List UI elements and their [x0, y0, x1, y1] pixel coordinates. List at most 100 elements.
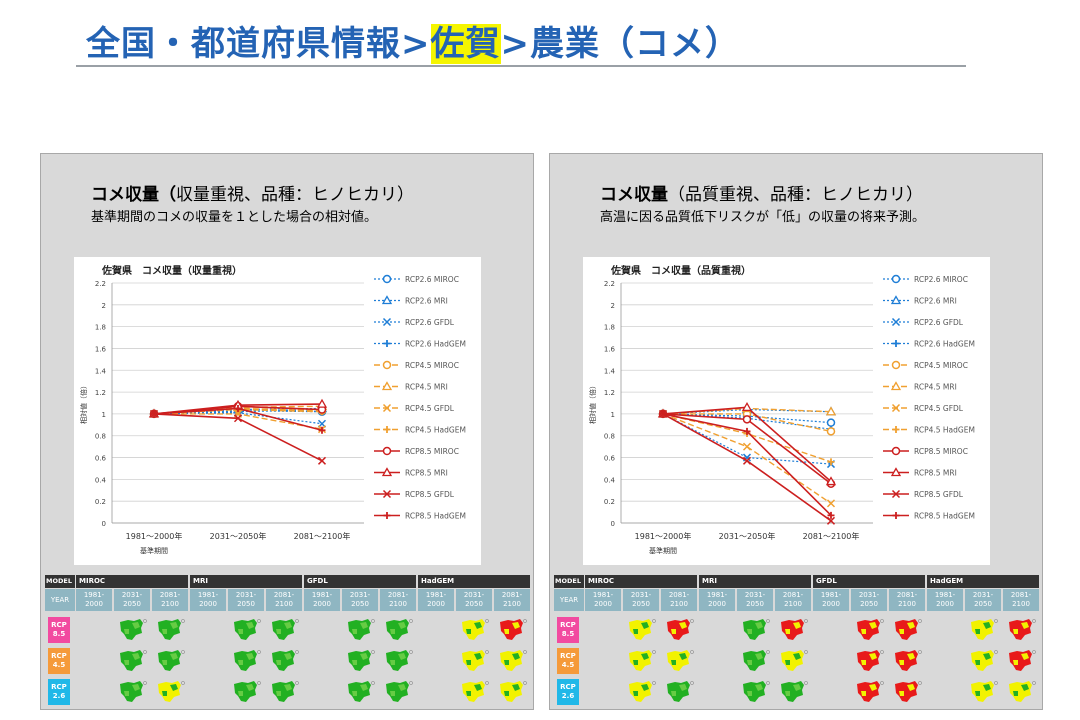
title-underline	[76, 65, 966, 67]
y-tick-label: 2.2	[604, 280, 615, 288]
legend-item: RCP8.5 HadGEM	[374, 512, 466, 521]
yield-emphasis-panel: コメ収量（収量重視、品種：ヒノヒカリ） 基準期間のコメの収量を１とした場合の相対…	[40, 153, 534, 710]
map-patch	[390, 629, 395, 634]
panel-heading: コメ収量（収量重視、品種：ヒノヒカリ）	[91, 180, 414, 205]
map-shape	[781, 681, 804, 702]
map-legend-dot	[143, 650, 147, 654]
rcp-label: RCP 4.5	[557, 648, 579, 674]
map-patch	[983, 684, 991, 691]
map-patch	[641, 684, 649, 691]
map-patch	[512, 684, 520, 691]
map-patch	[755, 653, 763, 660]
year-header-cell: 2081- 2100	[1003, 589, 1039, 611]
legend-item: RCP8.5 MRI	[883, 467, 957, 478]
map-patch	[466, 660, 471, 665]
map-shape	[120, 681, 143, 702]
prefecture-map-thumbnail	[895, 650, 922, 671]
chart-svg: 佐賀県 コメ収量（収量重視） 0 0.2 0.4 0.6 0.8 1 1.2 1.4 1.6 1.8…	[79, 264, 466, 555]
year-header-cell: 2031- 2050	[737, 589, 773, 611]
map-patch	[679, 622, 687, 629]
legend-label: RCP8.5 GFDL	[914, 490, 964, 499]
map-patch	[633, 629, 638, 634]
map-patch	[352, 691, 357, 696]
data-point	[659, 410, 667, 418]
legend-label: RCP4.5 MIROC	[405, 361, 459, 370]
y-tick-label: 1.8	[604, 324, 615, 332]
data-point	[316, 398, 328, 408]
legend-label: RCP2.6 MIROC	[405, 275, 459, 284]
map-patch	[907, 653, 915, 660]
legend-label: RCP2.6 HadGEM	[405, 340, 466, 349]
y-tick-label: 2.2	[95, 280, 106, 288]
prefecture-map-thumbnail	[234, 650, 261, 671]
map-shape	[500, 619, 523, 640]
year-header-cell: 1981- 2000	[76, 589, 112, 611]
prefecture-map-thumbnail	[971, 681, 998, 702]
year-header-cell: 2031- 2050	[456, 589, 492, 611]
map-patch	[124, 629, 129, 634]
map-legend-dot	[1032, 681, 1036, 685]
map-patch	[747, 629, 752, 634]
legend-label: RCP8.5 MRI	[914, 469, 957, 478]
map-patch	[907, 622, 915, 629]
map-shape	[667, 650, 690, 671]
map-legend-dot	[880, 681, 884, 685]
legend-item: RCP4.5 MRI	[374, 381, 448, 392]
map-patch	[390, 660, 395, 665]
map-shape	[667, 619, 690, 640]
data-point	[150, 410, 158, 418]
map-patch	[975, 629, 980, 634]
series-line	[153, 413, 323, 462]
map-patch	[512, 622, 520, 629]
map-patch	[1013, 660, 1018, 665]
legend-item: RCP8.5 HadGEM	[883, 512, 975, 521]
map-shape	[857, 619, 880, 640]
map-shape	[743, 619, 766, 640]
map-shape	[462, 619, 485, 640]
prefecture-map-thumbnail	[234, 619, 261, 640]
map-legend-dot	[257, 650, 261, 654]
legend-marker	[382, 317, 392, 327]
legend-label: RCP4.5 GFDL	[914, 404, 964, 413]
line-chart: 佐賀県 コメ収量（品質重視） 0 0.2 0.4 0.6 0.8 1 1.2 1.4 1.6 1.8…	[583, 257, 990, 565]
prefecture-map-thumbnail	[120, 650, 147, 671]
legend-label: RCP2.6 MRI	[405, 297, 448, 306]
year-header-cell: 2031- 2050	[623, 589, 659, 611]
map-patch	[869, 684, 877, 691]
map-legend-dot	[371, 619, 375, 623]
prefecture-map-thumbnail	[272, 681, 299, 702]
heading-rest: 収量重視、品種：ヒノヒカリ）	[176, 185, 414, 205]
y-tick-label: 2	[102, 302, 106, 310]
map-shape	[234, 681, 257, 702]
map-legend-dot	[409, 650, 413, 654]
chart-title: 佐賀県 コメ収量（品質重視）	[610, 264, 751, 277]
legend-item: RCP8.5 GFDL	[374, 489, 455, 499]
prefecture-map-thumbnail	[348, 681, 375, 702]
rcp-label: RCP 2.6	[48, 679, 70, 705]
map-patch	[276, 660, 281, 665]
x-tick-label: 2031～2050年	[719, 531, 776, 541]
x-tick-label: 1981～2000年	[635, 531, 692, 541]
map-legend-dot	[295, 619, 299, 623]
data-point	[826, 499, 836, 508]
legend-label: RCP8.5 MIROC	[914, 447, 968, 456]
legend-item: RCP2.6 MRI	[374, 295, 448, 306]
model-header-cell: MRI	[699, 575, 811, 588]
map-patch	[793, 653, 801, 660]
map-patch	[504, 691, 509, 696]
map-legend-dot	[409, 681, 413, 685]
legend-marker	[890, 381, 902, 391]
legend-item: RCP4.5 GFDL	[374, 403, 455, 413]
y-tick-label: 1.2	[95, 389, 106, 397]
map-patch	[869, 653, 877, 660]
map-patch	[785, 691, 790, 696]
map-shape	[1009, 619, 1032, 640]
y-tick-label: 0	[102, 520, 106, 528]
rcp-label: RCP 8.5	[557, 617, 579, 643]
map-patch	[398, 622, 406, 629]
y-axis-label: 相対値（倍）	[588, 382, 597, 424]
prefecture-map-thumbnail	[971, 619, 998, 640]
legend-marker	[890, 295, 902, 305]
map-shape	[743, 681, 766, 702]
legend-item: RCP4.5 MIROC	[883, 360, 968, 370]
